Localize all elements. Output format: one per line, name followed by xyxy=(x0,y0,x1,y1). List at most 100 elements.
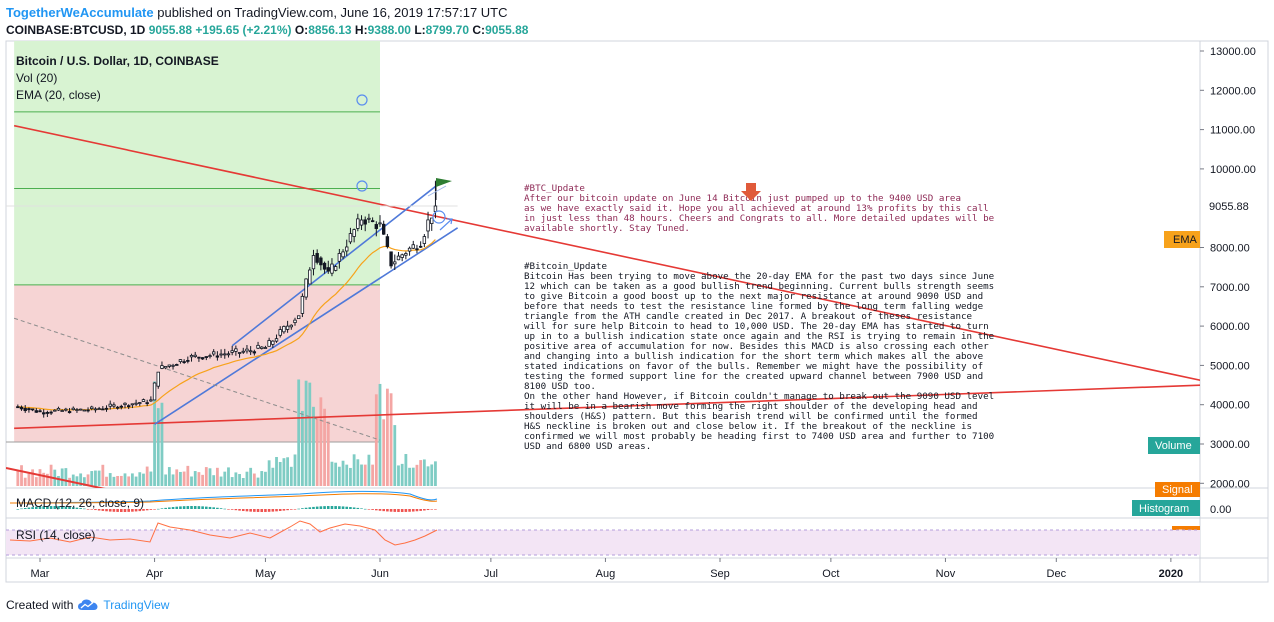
candle-body xyxy=(296,315,301,320)
price-badge-text: 9055.88 xyxy=(1209,201,1249,213)
time-axis[interactable]: Mar Apr May Jun Jul Aug Sep Oct Nov Dec 2020 xyxy=(31,558,1184,580)
candle-body xyxy=(304,278,308,298)
volume-bar xyxy=(138,472,142,486)
candle-body xyxy=(64,408,68,411)
candle-body xyxy=(30,408,35,411)
volume-bar xyxy=(75,476,79,486)
candle-body xyxy=(167,364,172,367)
macd-histogram-bar xyxy=(68,506,71,509)
volume-bar xyxy=(308,382,312,486)
candle-body xyxy=(274,338,279,342)
annotation-line: in just less than 48 hours. Cheers and C… xyxy=(524,213,994,224)
green-flag-icon xyxy=(436,178,452,187)
legend-rsi: RSI (14, close) xyxy=(16,528,95,542)
publish-header: TogetherWeAccumulate published on Tradin… xyxy=(6,4,508,21)
volume-bar xyxy=(230,477,234,486)
high-label: H: xyxy=(354,23,368,37)
macd-histogram-bar xyxy=(46,506,49,509)
volume-bar xyxy=(271,467,275,486)
macd-histogram-bar xyxy=(35,506,38,509)
candle-body xyxy=(23,408,27,412)
volume-bar xyxy=(385,388,389,486)
volume-bar xyxy=(179,471,182,486)
macd-histogram-bar xyxy=(142,509,145,511)
candle-body xyxy=(337,253,342,262)
candle-body xyxy=(430,217,434,224)
annotation-line: it will be in a bearish move forming the… xyxy=(524,401,978,412)
candle-body xyxy=(86,409,90,412)
volume-bar xyxy=(397,465,400,486)
macd-histogram-bar xyxy=(101,509,105,511)
macd-histogram-bar xyxy=(352,507,356,509)
macd-histogram-bar xyxy=(156,508,160,510)
volume-bar xyxy=(371,464,375,486)
annotation-line: USD and 6800 USD areas. xyxy=(524,441,651,452)
volume-bar xyxy=(171,474,175,486)
volume-bar xyxy=(119,475,123,486)
candle-body xyxy=(230,350,234,353)
annotation-line: confirmed we will most probably be headi… xyxy=(524,431,994,442)
volume-bar xyxy=(167,467,171,486)
footer-brand-link[interactable]: TradingView xyxy=(103,598,170,612)
macd-histogram-bar xyxy=(293,509,297,510)
candle-body xyxy=(101,408,105,411)
volume-bar xyxy=(374,394,378,486)
candle-body xyxy=(381,223,386,235)
macd-histogram-bar xyxy=(160,508,164,509)
volume-bar xyxy=(312,406,315,486)
annotation-line: as we have exactly said it. Hope you all… xyxy=(524,203,989,214)
volume-bar xyxy=(289,466,293,486)
macd-histogram-bar xyxy=(278,509,282,512)
volume-bar xyxy=(345,464,349,486)
macd-histogram-bar xyxy=(419,509,422,511)
macd-histogram-bar xyxy=(97,509,101,511)
macd-histogram-bar xyxy=(397,509,400,512)
macd-histogram-bar xyxy=(260,509,264,512)
ohlc-header: COINBASE:BTCUSD, 1D 9055.88 +195.65 (+2.… xyxy=(6,22,528,38)
macd-histogram-bar xyxy=(134,509,138,512)
annotation-line: 8100 USD too. xyxy=(524,381,596,392)
candle-body xyxy=(415,248,419,251)
candle-body xyxy=(160,365,164,369)
volume-bar xyxy=(252,473,256,486)
candle-body xyxy=(319,257,323,266)
candle-body xyxy=(348,233,353,243)
time-tick-label: Jul xyxy=(484,568,498,580)
volume-bar xyxy=(330,461,334,486)
volume-bar xyxy=(182,471,186,486)
macd-histogram-bar xyxy=(186,506,190,509)
volume-bar xyxy=(393,425,397,486)
ema-badge-text: EMA xyxy=(1173,234,1198,246)
macd-histogram-bar xyxy=(286,509,289,511)
volume-bar xyxy=(349,467,352,486)
volume-bar xyxy=(326,421,330,486)
macd-histogram-bar xyxy=(253,509,256,512)
time-tick-label: Mar xyxy=(31,568,50,580)
price-tick-label: 11000.00 xyxy=(1210,125,1255,137)
volume-bar xyxy=(197,472,201,486)
macd-histogram-bar xyxy=(127,509,130,512)
candle-body xyxy=(49,411,53,414)
candle-body xyxy=(27,408,31,411)
price-axis[interactable]: 13000.00 12000.00 11000.00 10000.00 8000.00 7… xyxy=(1200,46,1256,490)
candle-body xyxy=(93,408,98,411)
cloud-icon xyxy=(78,599,98,610)
macd-histogram-bar xyxy=(145,509,149,511)
volume-bar xyxy=(282,458,286,486)
macd-histogram-bar xyxy=(208,506,212,509)
candle-body xyxy=(186,360,190,362)
macd-histogram-bar xyxy=(49,506,53,509)
time-tick-label: Jun xyxy=(371,568,389,580)
candle-body xyxy=(200,357,205,360)
candle-body xyxy=(293,319,297,323)
candle-body xyxy=(204,356,209,358)
support-line xyxy=(14,384,1200,430)
macd-histogram-bar xyxy=(363,508,367,510)
candle-body xyxy=(193,354,197,357)
annotation-line: shoulders (H&S) pattern. But this bearis… xyxy=(524,411,978,422)
author-link[interactable]: TogetherWeAccumulate xyxy=(6,5,154,20)
macd-histogram-bar xyxy=(404,509,408,512)
macd-histogram-bar xyxy=(94,509,97,511)
candle-body xyxy=(19,406,24,410)
